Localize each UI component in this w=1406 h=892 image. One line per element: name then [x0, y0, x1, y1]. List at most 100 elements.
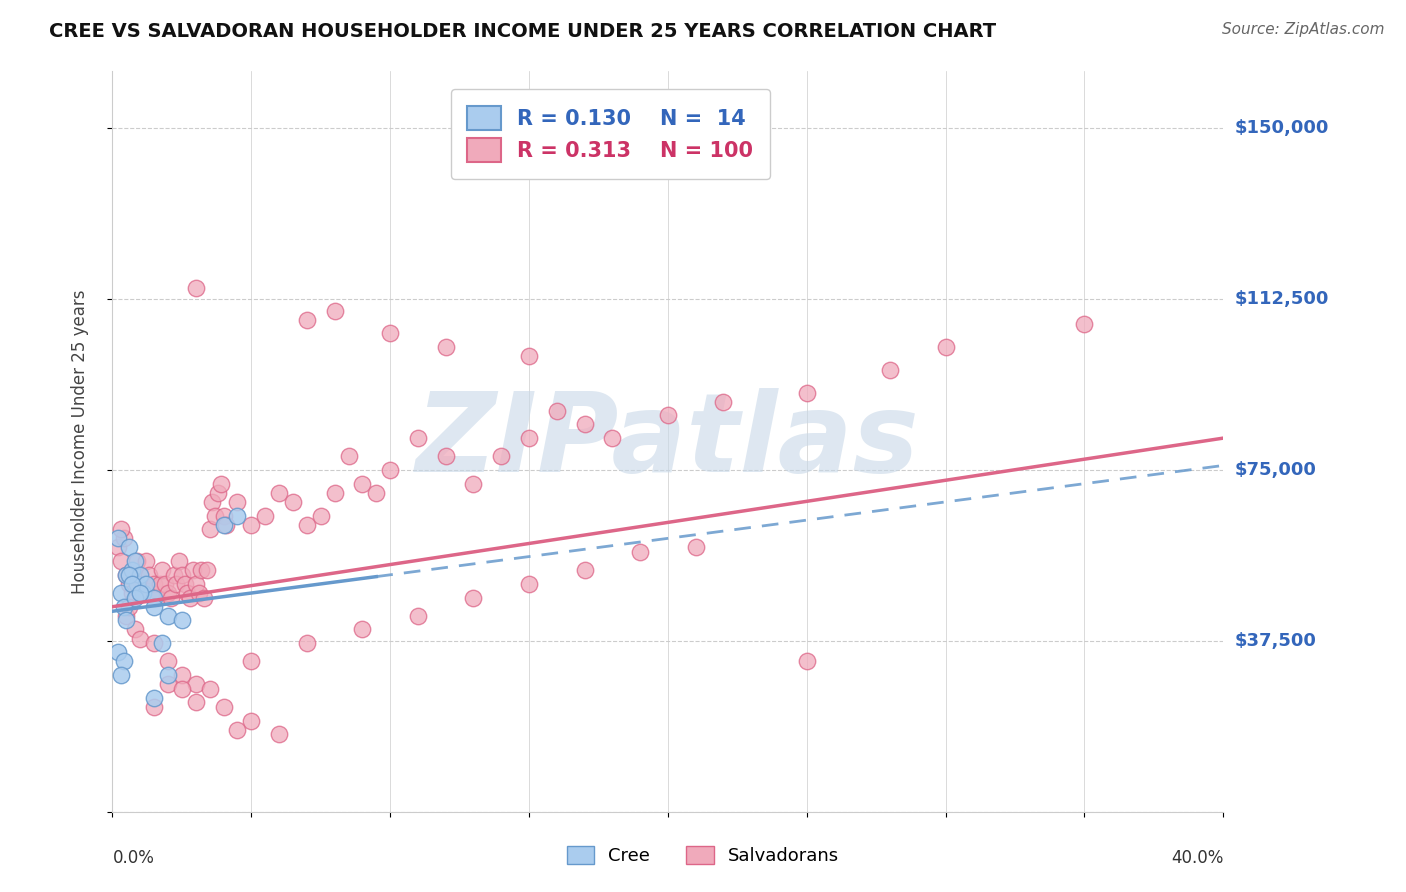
- Point: [132, 577, 155, 591]
- Point: [159, 591, 181, 605]
- Text: 40.0%: 40.0%: [1171, 849, 1223, 867]
- Point: [309, 508, 332, 523]
- Point: [152, 636, 174, 650]
- Point: [380, 326, 402, 341]
- Point: [157, 654, 180, 668]
- Point: [796, 654, 818, 668]
- Point: [170, 681, 193, 696]
- Point: [118, 567, 141, 582]
- Point: [143, 591, 166, 605]
- Point: [546, 404, 568, 418]
- Point: [463, 591, 485, 605]
- Point: [434, 450, 457, 464]
- Point: [115, 608, 138, 623]
- Text: $75,000: $75,000: [1234, 461, 1316, 479]
- Point: [207, 485, 229, 500]
- Point: [198, 681, 221, 696]
- Y-axis label: Householder Income Under 25 years: Householder Income Under 25 years: [70, 289, 89, 594]
- Point: [110, 586, 132, 600]
- Point: [209, 476, 232, 491]
- Point: [295, 636, 318, 650]
- Point: [112, 654, 135, 668]
- Point: [281, 495, 304, 509]
- Point: [115, 613, 138, 627]
- Point: [215, 517, 238, 532]
- Point: [1073, 317, 1095, 331]
- Point: [187, 586, 209, 600]
- Legend: Cree, Salvadorans: Cree, Salvadorans: [560, 838, 846, 872]
- Point: [491, 450, 513, 464]
- Point: [143, 700, 166, 714]
- Point: [226, 495, 249, 509]
- Point: [240, 654, 263, 668]
- Point: [121, 586, 143, 600]
- Point: [463, 476, 485, 491]
- Point: [170, 567, 193, 582]
- Point: [135, 577, 157, 591]
- Point: [129, 567, 152, 582]
- Text: $37,500: $37,500: [1234, 632, 1316, 650]
- Point: [110, 668, 132, 682]
- Point: [129, 567, 152, 582]
- Point: [157, 677, 180, 691]
- Point: [157, 586, 180, 600]
- Point: [190, 563, 212, 577]
- Point: [195, 563, 218, 577]
- Point: [155, 577, 177, 591]
- Point: [152, 563, 174, 577]
- Point: [212, 700, 235, 714]
- Point: [176, 586, 198, 600]
- Point: [118, 599, 141, 614]
- Point: [295, 517, 318, 532]
- Point: [226, 508, 249, 523]
- Point: [240, 517, 263, 532]
- Point: [434, 340, 457, 354]
- Point: [165, 577, 187, 591]
- Point: [129, 632, 152, 646]
- Point: [181, 563, 204, 577]
- Point: [184, 695, 207, 709]
- Point: [157, 668, 180, 682]
- Point: [254, 508, 277, 523]
- Point: [124, 554, 146, 568]
- Point: [143, 577, 166, 591]
- Point: [267, 727, 291, 741]
- Point: [193, 591, 215, 605]
- Point: [323, 485, 346, 500]
- Point: [149, 577, 172, 591]
- Point: [143, 636, 166, 650]
- Point: [112, 532, 135, 546]
- Point: [162, 567, 184, 582]
- Text: 0.0%: 0.0%: [112, 849, 155, 867]
- Text: $150,000: $150,000: [1234, 120, 1329, 137]
- Text: $112,500: $112,500: [1234, 290, 1329, 308]
- Point: [685, 541, 707, 555]
- Text: ZIPatlas: ZIPatlas: [416, 388, 920, 495]
- Point: [110, 554, 132, 568]
- Point: [143, 599, 166, 614]
- Point: [110, 522, 132, 536]
- Point: [129, 586, 152, 600]
- Point: [517, 349, 540, 363]
- Point: [127, 554, 149, 568]
- Point: [323, 303, 346, 318]
- Point: [406, 608, 429, 623]
- Point: [170, 668, 193, 682]
- Point: [184, 577, 207, 591]
- Point: [127, 577, 149, 591]
- Point: [796, 385, 818, 400]
- Text: CREE VS SALVADORAN HOUSEHOLDER INCOME UNDER 25 YEARS CORRELATION CHART: CREE VS SALVADORAN HOUSEHOLDER INCOME UN…: [49, 22, 997, 41]
- Point: [124, 591, 146, 605]
- Point: [141, 586, 163, 600]
- Point: [124, 567, 146, 582]
- Point: [112, 599, 135, 614]
- Point: [366, 485, 388, 500]
- Point: [212, 508, 235, 523]
- Point: [212, 517, 235, 532]
- Point: [138, 567, 160, 582]
- Point: [135, 554, 157, 568]
- Point: [115, 567, 138, 582]
- Point: [406, 431, 429, 445]
- Point: [201, 495, 224, 509]
- Point: [124, 623, 146, 637]
